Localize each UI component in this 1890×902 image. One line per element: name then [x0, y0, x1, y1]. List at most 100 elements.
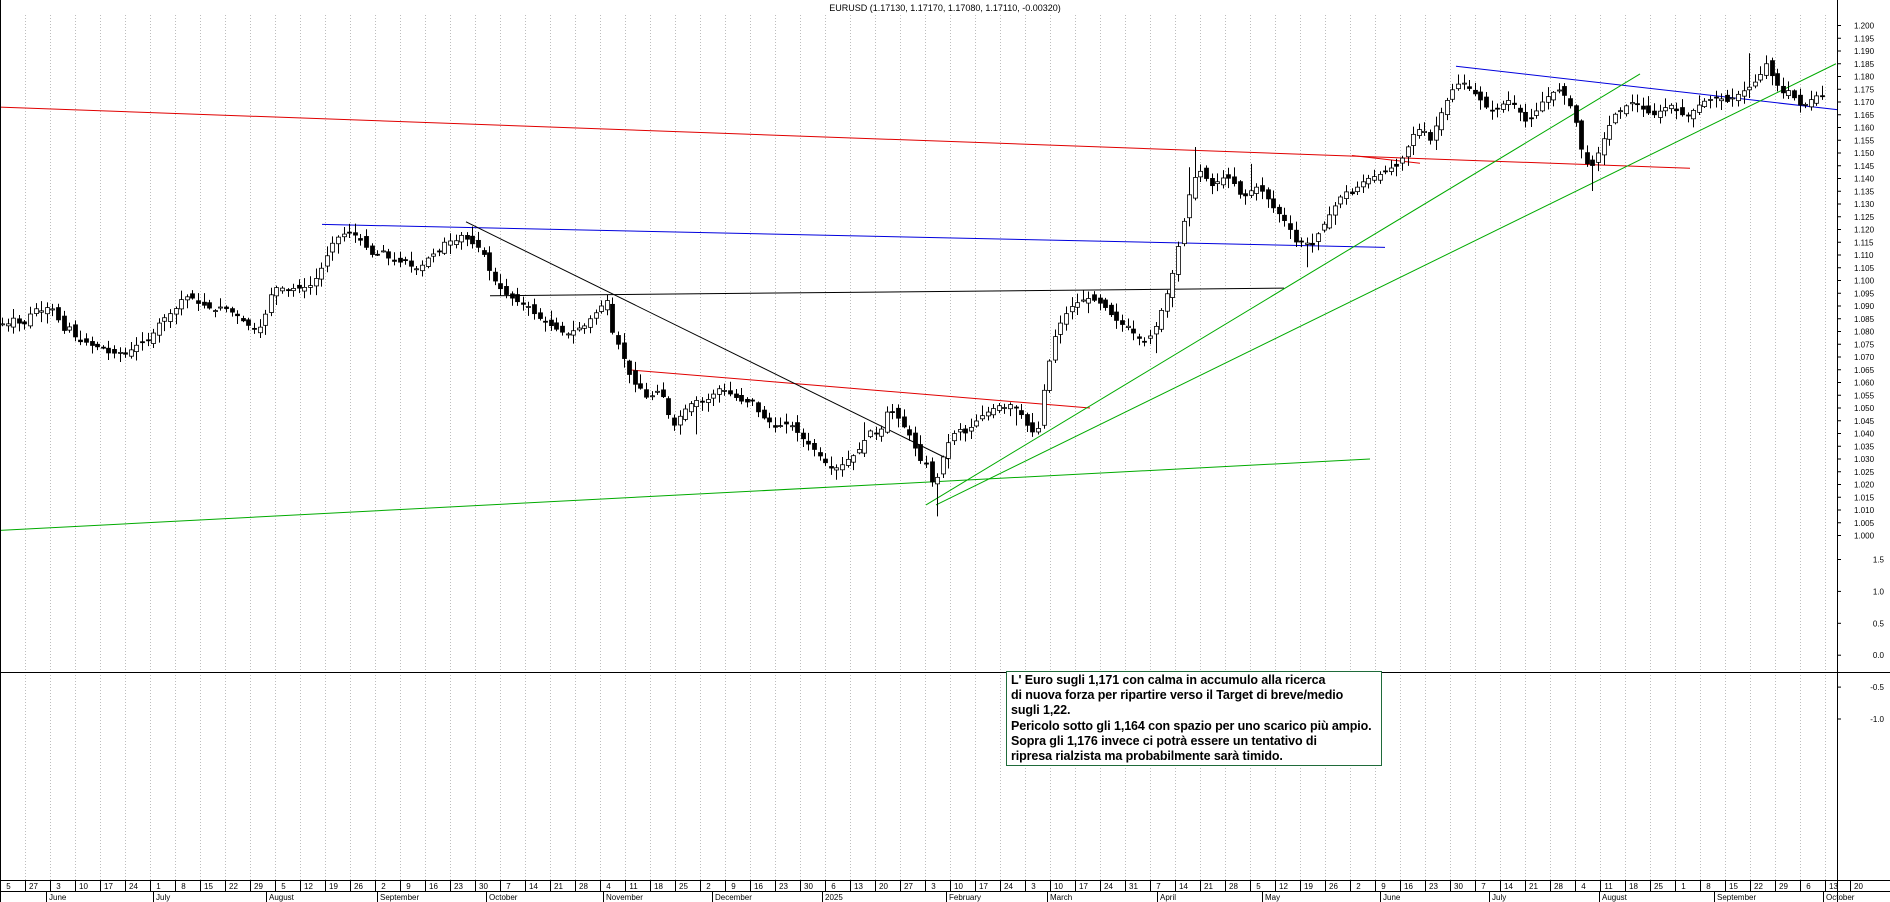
candle-body: [1036, 427, 1041, 433]
candle-body: [1501, 103, 1506, 110]
day-label: 26: [1329, 882, 1338, 891]
month-label: June: [49, 893, 67, 902]
day-label: 28: [1554, 882, 1563, 891]
candle-body: [1680, 107, 1685, 116]
day-label: 27: [29, 882, 38, 891]
candle-body: [39, 310, 44, 313]
candle-body: [140, 341, 145, 344]
candle-body: [504, 286, 509, 295]
candle-body: [890, 411, 895, 413]
candle-body: [386, 251, 391, 259]
candle-body: [274, 287, 279, 297]
candle-body: [1249, 190, 1254, 196]
candle-body: [95, 343, 100, 348]
candle-body: [1792, 90, 1797, 99]
candle-body: [342, 233, 347, 238]
candle-body: [1350, 191, 1355, 195]
candle-body: [874, 432, 879, 435]
candle-body: [230, 308, 235, 313]
candle-body: [510, 293, 515, 299]
candle-body: [560, 325, 565, 333]
candle-body: [627, 360, 632, 375]
candle-body: [1288, 223, 1293, 230]
month-label: October: [1826, 893, 1855, 902]
indicator-tick-label: 0.0: [1873, 651, 1885, 660]
price-tick-label: 1.010: [1854, 506, 1875, 515]
candle-body: [818, 452, 823, 457]
candle-body: [498, 283, 503, 290]
candle-body: [1092, 294, 1097, 301]
candle-body: [1518, 107, 1523, 113]
candle-body: [650, 395, 655, 398]
candle-body: [1075, 302, 1080, 308]
day-label: 10: [79, 882, 88, 891]
candle-body: [1378, 174, 1383, 181]
candle-body: [767, 417, 772, 423]
candle-body: [851, 455, 856, 463]
candle-body: [459, 234, 464, 243]
candle-body: [1714, 96, 1719, 99]
day-label: 19: [329, 882, 338, 891]
candle-body: [1736, 93, 1741, 102]
candle-body: [549, 319, 554, 327]
day-label: 24: [1104, 882, 1113, 891]
candle-body: [728, 390, 733, 395]
day-label: 14: [529, 882, 538, 891]
price-tick-label: 1.195: [1854, 34, 1875, 43]
candle-body: [1081, 299, 1086, 302]
candle-body: [521, 302, 526, 305]
candle-body: [1142, 340, 1147, 343]
day-label: 1: [156, 882, 161, 891]
candle-body: [1641, 105, 1646, 110]
candle-body: [1159, 310, 1164, 330]
month-label: June: [1383, 893, 1401, 902]
candle-body: [330, 242, 335, 253]
day-label: 23: [1429, 882, 1438, 891]
day-label: 17: [1079, 882, 1088, 891]
candle-body: [1484, 96, 1489, 108]
candle-body: [1165, 293, 1170, 312]
day-label: 6: [1806, 882, 1811, 891]
price-tick-label: 1.185: [1854, 60, 1875, 69]
candle-body: [868, 430, 873, 438]
candle-body: [1747, 86, 1752, 91]
price-tick-label: 1.085: [1854, 315, 1875, 324]
candle-body: [56, 307, 61, 321]
candle-body: [666, 398, 671, 416]
candle-body: [1450, 89, 1455, 100]
candle-body: [1770, 60, 1775, 77]
price-tick-label: 1.015: [1854, 493, 1875, 502]
price-tick-label: 1.120: [1854, 226, 1875, 235]
candle-body: [431, 253, 436, 257]
indicator-axis: 1.5 1.0 0.5 0.0 -0.5 -1.0: [1837, 556, 1885, 724]
candle-body: [1226, 174, 1231, 179]
candles: [0, 53, 1825, 517]
month-label: September: [380, 893, 419, 902]
candle-body: [11, 317, 16, 328]
candle-body: [454, 240, 459, 245]
candle-body: [1758, 74, 1763, 81]
candle-body: [263, 313, 268, 326]
month-label: November: [606, 893, 643, 902]
candle-body: [1148, 335, 1153, 339]
candle-body: [162, 317, 167, 322]
candle-body: [1198, 170, 1203, 178]
candle-body: [661, 389, 666, 398]
candle-body: [812, 442, 817, 450]
candle-body: [1406, 146, 1411, 158]
month-label: October: [489, 893, 518, 902]
price-tick-label: 1.105: [1854, 264, 1875, 273]
candle-body: [1210, 178, 1215, 187]
candle-body: [599, 305, 604, 312]
note-line: L' Euro sugli 1,171 con calma in accumul…: [1011, 673, 1326, 687]
day-label: 4: [1581, 882, 1586, 891]
candle-body: [941, 456, 946, 475]
day-label: 1: [1681, 882, 1686, 891]
candle-body: [946, 442, 951, 459]
candle-body: [28, 313, 33, 327]
candle-body: [991, 408, 996, 416]
candle-body: [157, 322, 162, 336]
day-label: 18: [654, 882, 663, 891]
price-tick-label: 1.095: [1854, 289, 1875, 298]
price-tick-label: 1.140: [1854, 175, 1875, 184]
